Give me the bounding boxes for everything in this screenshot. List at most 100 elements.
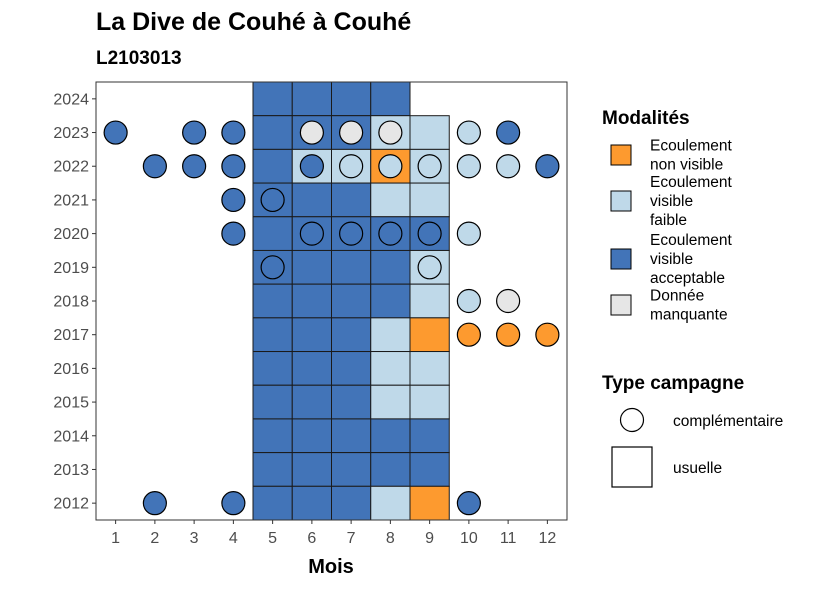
usuelle-cell-2021-7 (331, 182, 372, 218)
usuelle-cell-2013-9 (409, 452, 450, 487)
complementaire-point-2023-1 (103, 120, 128, 145)
usuelle-cell-2024-8 (370, 81, 411, 117)
complementaire-point-2017-10 (456, 322, 481, 347)
legend-key-faible (610, 190, 632, 212)
usuelle-cell-2022-5 (252, 148, 293, 184)
complementaire-point-2020-7 (339, 221, 364, 246)
usuelle-cell-2018-6 (291, 283, 332, 319)
x-tick-label-10: 10 (460, 530, 478, 547)
y-tick-label-2022: 2022 (53, 159, 89, 176)
y-tick-label-2018: 2018 (53, 294, 89, 311)
usuelle-cells (252, 81, 450, 521)
complementaire-point-2020-6 (299, 221, 324, 246)
complementaire-point-2022-7 (339, 154, 364, 179)
usuelle-cell-2014-5 (252, 418, 293, 454)
legend-label-manquante-0: Donnée (650, 288, 704, 305)
y-tick-label-2019: 2019 (53, 260, 89, 277)
usuelle-cell-2021-6 (291, 182, 332, 218)
usuelle-cell-2015-8 (370, 384, 411, 420)
usuelle-cell-2016-5 (252, 351, 293, 386)
x-axis: 1 2 3 4 5 6 7 8 9 10 11 12 (111, 520, 556, 547)
usuelle-cell-2016-6 (291, 351, 332, 386)
usuelle-cell-2012-9 (409, 485, 450, 521)
usuelle-cell-2018-9 (409, 283, 450, 319)
chart-title: La Dive de Couhé à Couhé (96, 8, 411, 36)
complementaire-point-2023-8 (378, 120, 403, 145)
y-tick-label-2013: 2013 (53, 462, 89, 479)
usuelle-cell-2015-9 (409, 384, 450, 420)
complementaire-point-2023-10 (456, 120, 481, 145)
usuelle-cell-2016-8 (370, 351, 411, 386)
complementaire-point-2012-2 (142, 491, 167, 516)
usuelle-cell-2018-5 (252, 283, 293, 319)
x-tick-label-3: 3 (190, 530, 199, 547)
usuelle-cell-2013-5 (252, 452, 293, 487)
x-tick-label-2: 2 (150, 530, 159, 547)
complementaire-point-2023-4 (221, 120, 246, 145)
usuelle-cell-2019-7 (331, 249, 372, 285)
usuelle-cell-2013-7 (331, 452, 372, 487)
y-axis: 2012 2013 2014 2015 2016 2017 2018 2019 2020 2021… (53, 91, 96, 513)
y-tick-label-2017: 2017 (53, 327, 89, 344)
x-tick-label-6: 6 (307, 530, 316, 547)
x-tick-label-8: 8 (386, 530, 395, 547)
usuelle-cell-2017-6 (291, 317, 332, 353)
usuelle-cell-2024-5 (252, 81, 293, 117)
x-axis-label: Mois (308, 556, 354, 578)
usuelle-cell-2024-6 (291, 81, 332, 117)
legend-label-non_visible-0: Ecoulement (650, 138, 733, 155)
usuelle-cell-2023-5 (252, 115, 293, 150)
legend-shape-square (611, 446, 653, 488)
usuelle-cell-2017-7 (331, 317, 372, 353)
legend-campagne: Type campagne complémentaire usuelle (602, 373, 783, 488)
x-tick-label-12: 12 (538, 530, 556, 547)
complementaire-point-2022-6 (299, 154, 324, 179)
complementaire-point-2018-11 (496, 288, 521, 314)
complementaire-point-2020-4 (221, 221, 246, 246)
complementaire-point-2012-10 (456, 491, 481, 516)
usuelle-cell-2021-8 (370, 182, 411, 218)
y-tick-label-2020: 2020 (53, 226, 89, 243)
usuelle-cell-2021-9 (409, 182, 450, 218)
usuelle-cell-2014-6 (291, 418, 332, 454)
complementaire-point-2020-8 (378, 221, 403, 246)
complementaire-points (103, 120, 560, 516)
legend-key-manquante (610, 294, 632, 316)
complementaire-point-2023-6 (299, 120, 324, 145)
usuelle-cell-2012-8 (370, 485, 411, 521)
legend-label-manquante-1: manquante (650, 307, 728, 324)
x-tick-label-7: 7 (347, 530, 356, 547)
y-tick-label-2012: 2012 (53, 496, 89, 513)
usuelle-cell-2016-7 (331, 351, 372, 386)
chart-subtitle: L2103013 (96, 48, 182, 69)
y-tick-label-2023: 2023 (53, 125, 89, 142)
usuelle-cell-2023-9 (409, 115, 450, 150)
usuelle-cell-2019-6 (291, 249, 332, 285)
usuelle-cell-2015-6 (291, 384, 332, 420)
legend-label-acceptable-0: Ecoulement (650, 232, 733, 249)
complementaire-point-2022-4 (221, 154, 246, 179)
complementaire-point-2022-11 (496, 154, 521, 179)
usuelle-cell-2015-7 (331, 384, 372, 420)
x-tick-label-9: 9 (425, 530, 434, 547)
x-tick-label-11: 11 (500, 530, 517, 547)
legend-label-acceptable-2: acceptable (650, 270, 725, 287)
complementaire-point-2023-3 (182, 120, 207, 145)
legend-campagne-title: Type campagne (602, 373, 744, 394)
y-tick-label-2014: 2014 (53, 428, 89, 445)
usuelle-cell-2014-7 (331, 418, 372, 454)
legend-campagne-label-square: usuelle (673, 460, 722, 477)
legend-campagne-label-circle: complémentaire (673, 413, 783, 430)
usuelle-cell-2013-6 (291, 452, 332, 487)
legend-label-faible-1: visible (650, 193, 693, 210)
usuelle-cell-2012-7 (331, 485, 372, 521)
y-tick-label-2024: 2024 (53, 91, 89, 108)
complementaire-point-2012-4 (221, 491, 246, 516)
legend-key-acceptable (610, 248, 632, 270)
legend-modalites-title: Modalités (602, 108, 690, 129)
usuelle-cell-2020-5 (252, 216, 293, 251)
usuelle-cell-2015-5 (252, 384, 293, 420)
complementaire-point-2022-12 (535, 154, 560, 179)
complementaire-point-2020-9 (417, 221, 442, 246)
complementaire-point-2017-12 (535, 322, 560, 347)
